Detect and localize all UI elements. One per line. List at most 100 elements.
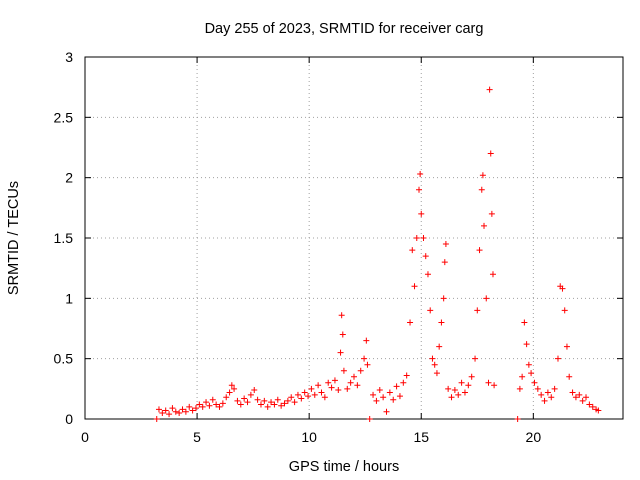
data-point xyxy=(305,393,312,400)
data-point xyxy=(442,241,449,248)
data-point xyxy=(563,343,570,350)
data-point xyxy=(278,402,285,409)
data-point xyxy=(528,370,535,377)
y-tick-label: 1.5 xyxy=(54,230,74,246)
data-point xyxy=(288,394,295,401)
y-axis-label: SRMTID / TECUs xyxy=(6,181,22,295)
data-point xyxy=(364,361,371,368)
data-point xyxy=(595,407,602,414)
data-point xyxy=(228,382,235,389)
data-point xyxy=(403,372,410,379)
data-point xyxy=(337,349,344,356)
data-point xyxy=(268,399,275,406)
data-point xyxy=(465,382,472,389)
data-point xyxy=(363,337,370,344)
data-point xyxy=(409,247,416,254)
data-point xyxy=(576,391,583,398)
grid xyxy=(85,57,623,419)
data-point xyxy=(488,210,495,217)
data-point xyxy=(474,307,481,314)
data-point xyxy=(155,406,162,413)
data-point xyxy=(226,389,233,396)
y-tick-label: 0.5 xyxy=(54,351,74,367)
data-point xyxy=(380,394,387,401)
y-tick-label: 3 xyxy=(65,49,73,65)
data-point xyxy=(400,379,407,386)
data-point xyxy=(294,391,301,398)
data-point xyxy=(264,403,271,410)
data-point xyxy=(519,373,526,380)
data-point xyxy=(244,399,251,406)
data-point xyxy=(583,394,590,401)
x-tick-label: 15 xyxy=(413,429,429,445)
y-tick-label: 1 xyxy=(65,290,73,306)
data-point xyxy=(422,253,429,260)
data-point xyxy=(234,397,241,404)
data-point xyxy=(586,401,593,408)
data-point xyxy=(251,387,258,394)
data-point xyxy=(176,409,183,416)
data-point xyxy=(284,397,291,404)
data-point xyxy=(481,222,488,229)
data-point xyxy=(418,210,425,217)
data-point xyxy=(153,416,160,422)
data-point xyxy=(321,394,328,401)
axis-ticks xyxy=(84,56,623,420)
data-point xyxy=(383,408,390,415)
x-tick-label: 5 xyxy=(193,429,201,445)
data-point xyxy=(572,394,579,401)
data-point xyxy=(472,355,479,362)
data-point xyxy=(231,385,238,392)
data-point xyxy=(455,391,462,398)
data-point xyxy=(441,259,448,266)
y-tick-label: 2 xyxy=(65,170,73,186)
data-point xyxy=(548,394,555,401)
data-point xyxy=(427,307,434,314)
y-tick-label: 0 xyxy=(65,411,73,427)
data-point xyxy=(308,385,315,392)
data-point xyxy=(186,403,193,410)
data-points xyxy=(153,86,602,422)
data-point xyxy=(179,406,186,413)
data-point xyxy=(525,361,532,368)
data-point xyxy=(531,379,538,386)
data-point xyxy=(413,235,420,241)
data-point xyxy=(203,399,210,406)
data-point xyxy=(357,367,364,374)
data-point xyxy=(301,389,308,396)
data-point xyxy=(461,389,468,396)
data-point xyxy=(561,307,568,314)
data-point xyxy=(318,389,325,396)
data-point xyxy=(489,271,496,278)
data-point xyxy=(261,397,268,404)
data-point xyxy=(254,396,261,403)
data-point xyxy=(523,341,530,348)
data-point xyxy=(448,394,455,401)
x-tick-label: 10 xyxy=(301,429,317,445)
data-point xyxy=(554,355,561,362)
data-point xyxy=(223,394,230,401)
data-point xyxy=(486,86,493,93)
data-point xyxy=(516,385,523,392)
data-point xyxy=(315,382,322,389)
data-point xyxy=(169,405,176,412)
data-point xyxy=(433,370,440,377)
data-point xyxy=(483,295,490,302)
data-point xyxy=(325,379,332,386)
data-point xyxy=(291,399,298,406)
data-point xyxy=(373,397,380,404)
data-point xyxy=(544,389,551,396)
data-point xyxy=(559,285,566,292)
data-point xyxy=(396,393,403,400)
data-point xyxy=(438,319,445,326)
data-point xyxy=(476,247,483,254)
data-point xyxy=(487,150,494,157)
data-point xyxy=(339,331,346,338)
data-point xyxy=(366,416,373,422)
data-point xyxy=(199,403,206,410)
axis-tick-labels: 0 5 10 15 20 0 0.5 1 1.5 2 2.5 3 xyxy=(54,49,542,445)
data-point xyxy=(162,407,169,414)
data-point xyxy=(172,408,179,415)
data-point xyxy=(534,385,541,392)
data-point xyxy=(431,361,438,368)
